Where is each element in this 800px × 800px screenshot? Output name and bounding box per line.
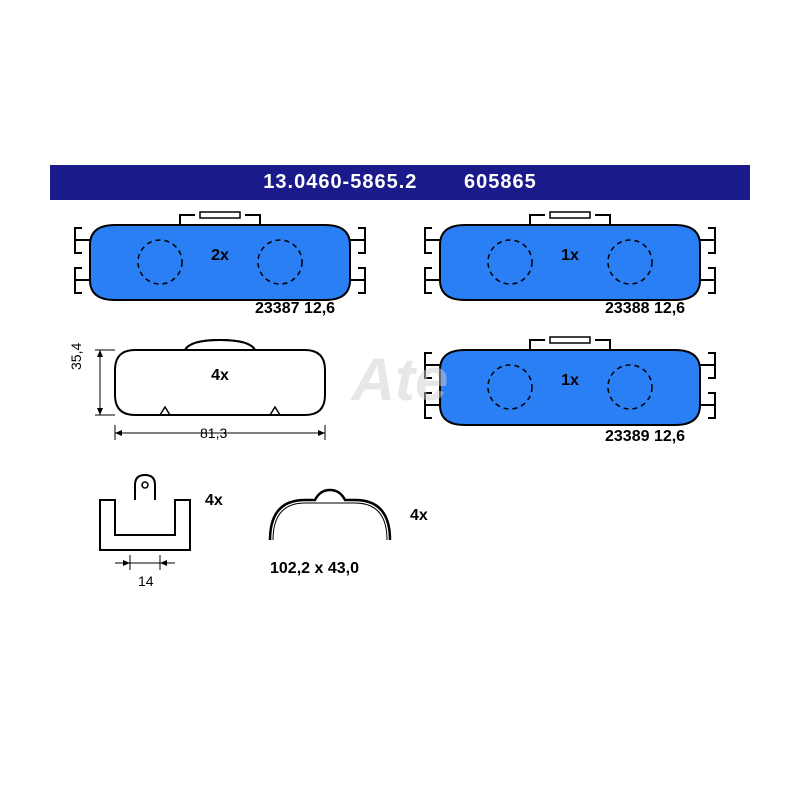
diagram-content: 2x 1x <box>50 200 750 640</box>
header-bar: 13.0460-5865.2 605865 <box>50 165 750 200</box>
pad-2x-qty: 2x <box>211 247 229 264</box>
pad-1x-bottom-qty: 1x <box>561 372 579 389</box>
code-23388: 23388 12,6 <box>605 300 685 318</box>
pad-1x-top-qty: 1x <box>561 247 579 264</box>
dim-overall: 102,2 x 43,0 <box>270 560 359 578</box>
diagram-svg: 2x 1x <box>50 200 750 640</box>
pad-1x-bottom: 1x <box>425 337 715 425</box>
spring-qty: 4x <box>410 507 428 524</box>
pad-1x-top: 1x <box>425 212 715 300</box>
clip-qty: 4x <box>205 492 223 509</box>
clip-4x: 4x <box>100 475 223 570</box>
shim-qty: 4x <box>211 367 229 384</box>
pad-2x: 2x <box>75 212 365 300</box>
code-23387: 23387 12,6 <box>255 300 335 318</box>
part-number: 13.0460-5865.2 <box>263 171 417 193</box>
dim-width: 81,3 <box>200 425 227 441</box>
dim-clip: 14 <box>138 573 154 589</box>
short-code: 605865 <box>464 171 537 193</box>
watermark: Ate <box>350 346 449 413</box>
dim-height: 35,4 <box>68 343 84 370</box>
code-23389: 23389 12,6 <box>605 428 685 446</box>
spring-4x: 4x <box>270 490 428 540</box>
diagram-container: 13.0460-5865.2 605865 2x <box>50 165 750 635</box>
